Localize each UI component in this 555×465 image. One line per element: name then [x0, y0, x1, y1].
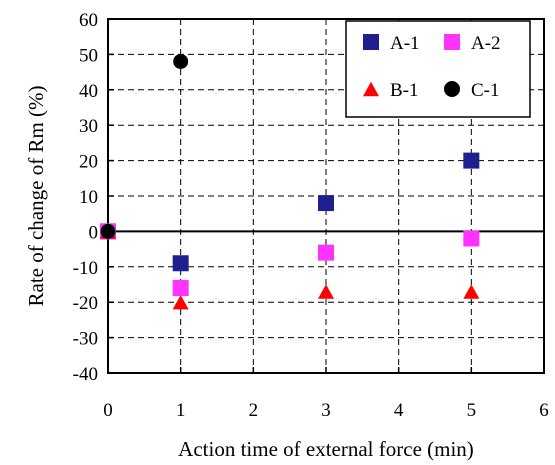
- y-tick-label: -20: [73, 293, 98, 314]
- legend-b-1-marker: [363, 81, 379, 97]
- a-2-data-point: [463, 230, 480, 247]
- a-1-data-point: [172, 255, 189, 272]
- legend-a-2-label: A-2: [471, 33, 501, 54]
- x-tick-label: 2: [249, 400, 259, 421]
- x-tick-label: 4: [394, 400, 404, 421]
- x-tick-label: 0: [103, 400, 113, 421]
- y-tick-label: 10: [79, 187, 98, 208]
- b-1-data-point: [463, 284, 480, 299]
- data-marks: [100, 53, 480, 310]
- y-tick-label: 40: [79, 81, 98, 102]
- y-tick-label: -10: [73, 258, 98, 279]
- y-tick-label: 20: [79, 152, 98, 173]
- a-2-data-point: [318, 244, 334, 261]
- legend-c-1-marker: [444, 81, 460, 97]
- legend: A-1 A-2 B-1 C-1: [345, 20, 531, 118]
- legend-b-1-label: B-1: [390, 80, 419, 101]
- y-tick-label: 30: [79, 116, 98, 137]
- axes: 0 1 2 3 4 5 6 -40 -30 -20 -10 0 10 20 30 40 50 60: [73, 10, 549, 421]
- y-axis-title: Rate of change of Rm (%): [24, 85, 48, 306]
- c-1-data-point: [100, 223, 116, 239]
- x-axis-title: Action time of external force (min): [178, 437, 474, 461]
- a-2-data-point: [172, 280, 189, 297]
- legend-a-1-label: A-1: [390, 33, 420, 54]
- b-1-data-point: [172, 295, 189, 310]
- legend-c-1-label: C-1: [471, 80, 500, 101]
- legend-a-1-marker: [363, 34, 379, 50]
- x-tick-label: 1: [176, 400, 186, 421]
- y-tick-label: 0: [89, 222, 99, 243]
- a-1-data-point: [318, 195, 334, 212]
- b-1-data-point: [318, 284, 334, 299]
- c-1-data-point: [173, 53, 189, 69]
- y-tick-label: -40: [73, 364, 98, 385]
- y-tick-label: 60: [79, 10, 98, 31]
- a-1-data-point: [463, 152, 480, 169]
- x-tick-label: 6: [539, 400, 549, 421]
- y-tick-label: -30: [73, 329, 98, 350]
- y-tick-label: 50: [79, 45, 98, 66]
- x-tick-label: 5: [467, 400, 477, 421]
- x-tick-label: 3: [321, 400, 331, 421]
- legend-a-2-marker: [444, 34, 460, 50]
